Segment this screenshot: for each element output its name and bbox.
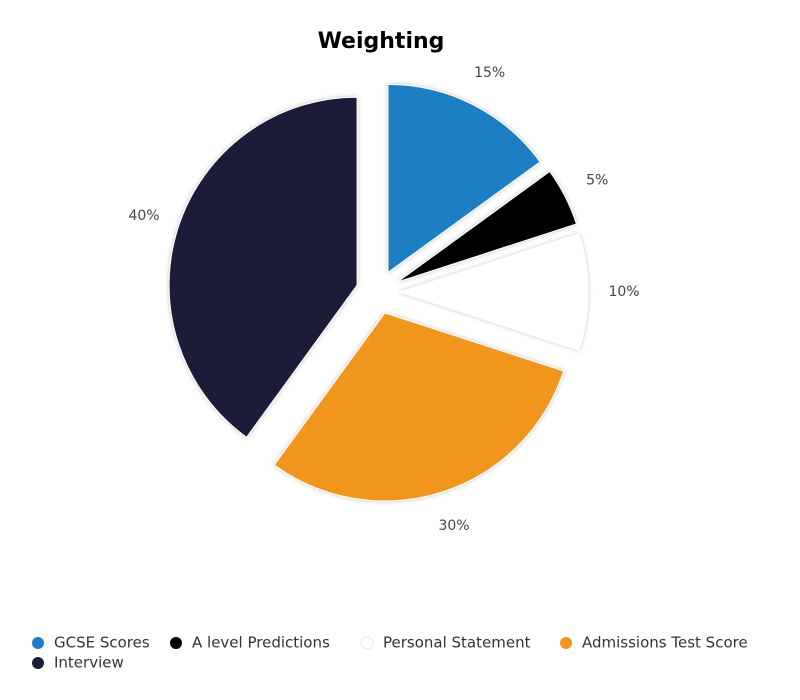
pie-slice bbox=[168, 96, 358, 438]
legend-label: Admissions Test Score bbox=[582, 634, 748, 652]
legend-label: Personal Statement bbox=[383, 634, 531, 652]
legend: GCSE Scores A level Predictions Personal S… bbox=[32, 634, 748, 672]
legend-label: Interview bbox=[54, 654, 124, 672]
data-label: 5% bbox=[586, 172, 608, 188]
data-label: 40% bbox=[128, 208, 159, 224]
pie-slice bbox=[398, 233, 589, 351]
pie-slice bbox=[397, 170, 578, 283]
data-label: 10% bbox=[608, 284, 639, 300]
data-label: 15% bbox=[474, 65, 505, 81]
legend-marker bbox=[560, 637, 572, 649]
legend-label: GCSE Scores bbox=[54, 634, 150, 652]
legend-marker bbox=[32, 657, 44, 669]
pie-slice bbox=[273, 312, 565, 502]
chart-title: Weighting bbox=[318, 29, 445, 54]
legend-marker bbox=[170, 637, 182, 649]
legend-marker bbox=[360, 636, 374, 650]
pie: 15% 5% 10% 30% 40% bbox=[128, 65, 639, 534]
pie-slice bbox=[387, 83, 541, 274]
legend-label: A level Predictions bbox=[192, 634, 330, 652]
data-label: 30% bbox=[438, 518, 469, 534]
legend-marker bbox=[32, 637, 44, 649]
